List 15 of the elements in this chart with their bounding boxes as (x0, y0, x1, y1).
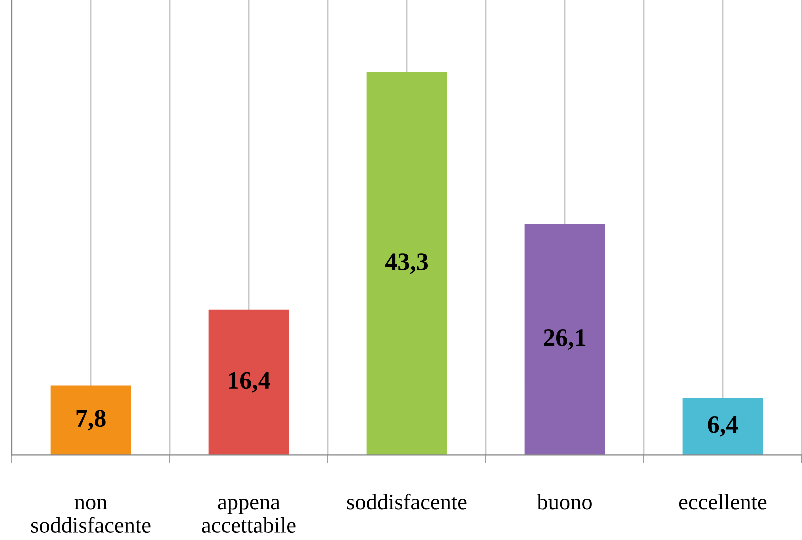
x-tick-label: soddisfacente (347, 494, 467, 510)
bar (524, 224, 606, 456)
bar (208, 310, 290, 456)
bar (682, 398, 764, 456)
bar (50, 386, 132, 456)
x-tick-label: appena accettabile (202, 499, 296, 533)
bar (366, 72, 448, 456)
x-tick-label: non soddisfacente (31, 499, 151, 533)
x-tick-label: buono (537, 494, 592, 510)
data-label: 16,4 (229, 372, 270, 393)
data-label: 26,1 (544, 330, 586, 350)
x-tick-label: eccellente (679, 494, 767, 510)
data-label: 6,4 (708, 416, 738, 437)
data-label: 7,8 (76, 410, 106, 431)
data-label: 43,3 (385, 254, 428, 274)
